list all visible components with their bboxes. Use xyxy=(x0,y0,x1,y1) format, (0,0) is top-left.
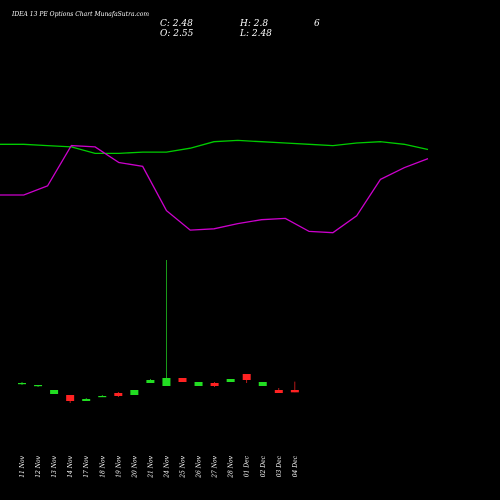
indicator-line xyxy=(0,144,429,234)
chart-title: IDEA 13 PE Options Chart MunafaSutra.com xyxy=(11,11,149,18)
x-tick-label: 04 Dec xyxy=(292,455,299,477)
candle-body xyxy=(242,374,251,380)
x-tick-label: 28 Nov xyxy=(228,455,235,478)
candle-body xyxy=(18,383,26,385)
candle-body xyxy=(290,390,299,393)
x-tick-label: 12 Nov xyxy=(35,455,42,477)
x-tick-label: 11 Nov xyxy=(19,455,26,477)
info-high: H: 2.8 xyxy=(239,19,268,29)
candle-body xyxy=(226,379,235,382)
x-tick-label: 18 Nov xyxy=(99,455,106,477)
candle-body xyxy=(130,390,139,395)
x-tick-label: 03 Dec xyxy=(276,455,283,477)
x-tick-label: 25 Nov xyxy=(180,455,187,478)
candle-body xyxy=(114,393,123,396)
x-tick-label: 17 Nov xyxy=(83,455,90,477)
x-tick-label: 13 Nov xyxy=(51,455,58,477)
info-open: O: 2.55 xyxy=(160,29,194,39)
info-volume: 6 xyxy=(314,19,320,29)
candle-body xyxy=(210,383,219,386)
x-tick-label: 02 Dec xyxy=(260,455,267,477)
candle-body xyxy=(146,380,155,383)
x-tick-label: 14 Nov xyxy=(67,455,74,477)
candle-body xyxy=(34,385,43,387)
candle-body xyxy=(162,378,171,386)
candle-body xyxy=(258,382,267,386)
candle-body xyxy=(82,399,91,401)
candle-body xyxy=(50,390,59,394)
info-close: C: 2.48 xyxy=(160,19,193,29)
candle-body xyxy=(274,390,283,393)
x-tick-label: 01 Dec xyxy=(244,455,251,477)
info-low: L: 2.48 xyxy=(239,29,272,39)
x-tick-label: 20 Nov xyxy=(131,455,138,478)
x-tick-label: 24 Nov xyxy=(163,455,170,478)
x-tick-label: 21 Nov xyxy=(147,455,154,478)
candle-body xyxy=(98,396,107,398)
x-tick-label: 26 Nov xyxy=(196,455,203,478)
x-tick-label: 19 Nov xyxy=(115,455,122,477)
candle-body xyxy=(66,395,75,401)
x-tick-label: 27 Nov xyxy=(212,455,219,478)
candle-body xyxy=(178,378,187,382)
indicator-line xyxy=(0,139,429,155)
candle-body xyxy=(194,382,203,386)
